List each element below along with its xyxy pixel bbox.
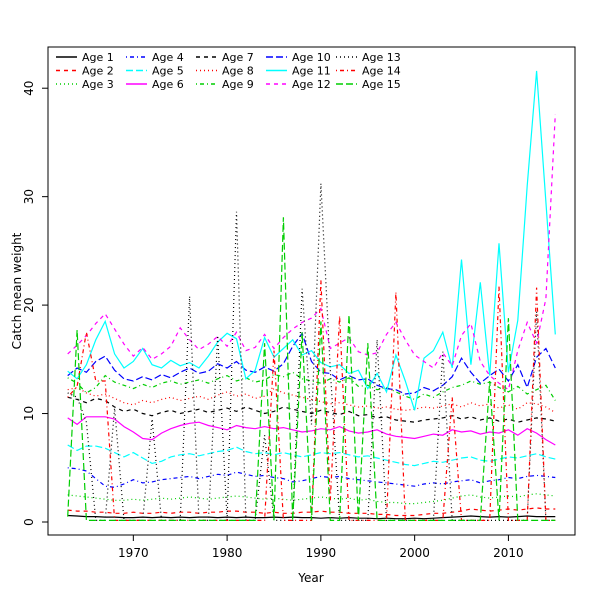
x-tick-label: 1980: [212, 546, 243, 560]
legend-item-age-11: Age 11: [266, 65, 331, 78]
legend-item-age-5: Age 5: [126, 65, 184, 78]
series-line-age-6: [67, 416, 556, 446]
legend-item-age-8: Age 8: [196, 65, 254, 78]
series-line-age-11: [67, 70, 556, 411]
legend-item-age-15: Age 15: [336, 78, 401, 91]
legend-item-age-7: Age 7: [196, 51, 254, 64]
plot-border: [47, 46, 576, 536]
x-tick-label: 1970: [118, 546, 149, 560]
y-tick-label: 0: [22, 518, 36, 526]
legend-item-age-4: Age 4: [126, 51, 184, 64]
series-line-age-15: [67, 217, 556, 522]
legend-item-age-9: Age 9: [196, 78, 254, 91]
legend-item-age-2: Age 2: [56, 65, 114, 78]
series-line-age-13: [67, 183, 556, 522]
y-tick-label: 10: [22, 406, 36, 421]
legend-label: Age 6: [152, 78, 184, 91]
series-line-age-10: [67, 332, 556, 395]
x-tick-label: 2010: [493, 546, 524, 560]
series-line-age-2: [67, 507, 556, 517]
legend-label: Age 11: [292, 65, 331, 78]
legend-item-age-6: Age 6: [126, 78, 184, 91]
legend-label: Age 13: [362, 51, 401, 64]
legend-label: Age 1: [82, 51, 114, 64]
y-tick-label: 40: [22, 81, 36, 96]
series-line-age-8: [67, 386, 556, 414]
legend-label: Age 14: [362, 65, 401, 78]
x-tick-label: 2000: [399, 546, 430, 560]
series-line-age-7: [67, 396, 556, 423]
legend-label: Age 4: [152, 51, 184, 64]
legend-label: Age 15: [362, 78, 401, 91]
legend-item-age-10: Age 10: [266, 51, 331, 64]
legend-item-age-1: Age 1: [56, 51, 114, 64]
series-line-age-12: [67, 114, 556, 391]
legend-label: Age 12: [292, 78, 331, 91]
legend-item-age-13: Age 13: [336, 51, 401, 64]
series-line-age-14: [67, 280, 556, 522]
series-line-age-5: [67, 444, 556, 467]
y-tick-label: 30: [22, 189, 36, 204]
y-axis-title: Catch mean weight: [10, 232, 24, 350]
legend-label: Age 2: [82, 65, 114, 78]
legend-item-age-12: Age 12: [266, 78, 331, 91]
legend-label: Age 9: [222, 78, 254, 91]
series-line-age-4: [67, 467, 556, 488]
x-axis-title: Year: [298, 571, 324, 585]
legend-label: Age 10: [292, 51, 331, 64]
legend-item-age-14: Age 14: [336, 65, 401, 78]
legend-label: Age 8: [222, 65, 254, 78]
legend-item-age-3: Age 3: [56, 78, 114, 91]
legend-label: Age 3: [82, 78, 114, 91]
legend-label: Age 5: [152, 65, 184, 78]
series-line-age-9: [67, 371, 556, 401]
x-tick-label: 1990: [306, 546, 337, 560]
y-tick-label: 20: [22, 297, 36, 312]
legend-label: Age 7: [222, 51, 254, 64]
